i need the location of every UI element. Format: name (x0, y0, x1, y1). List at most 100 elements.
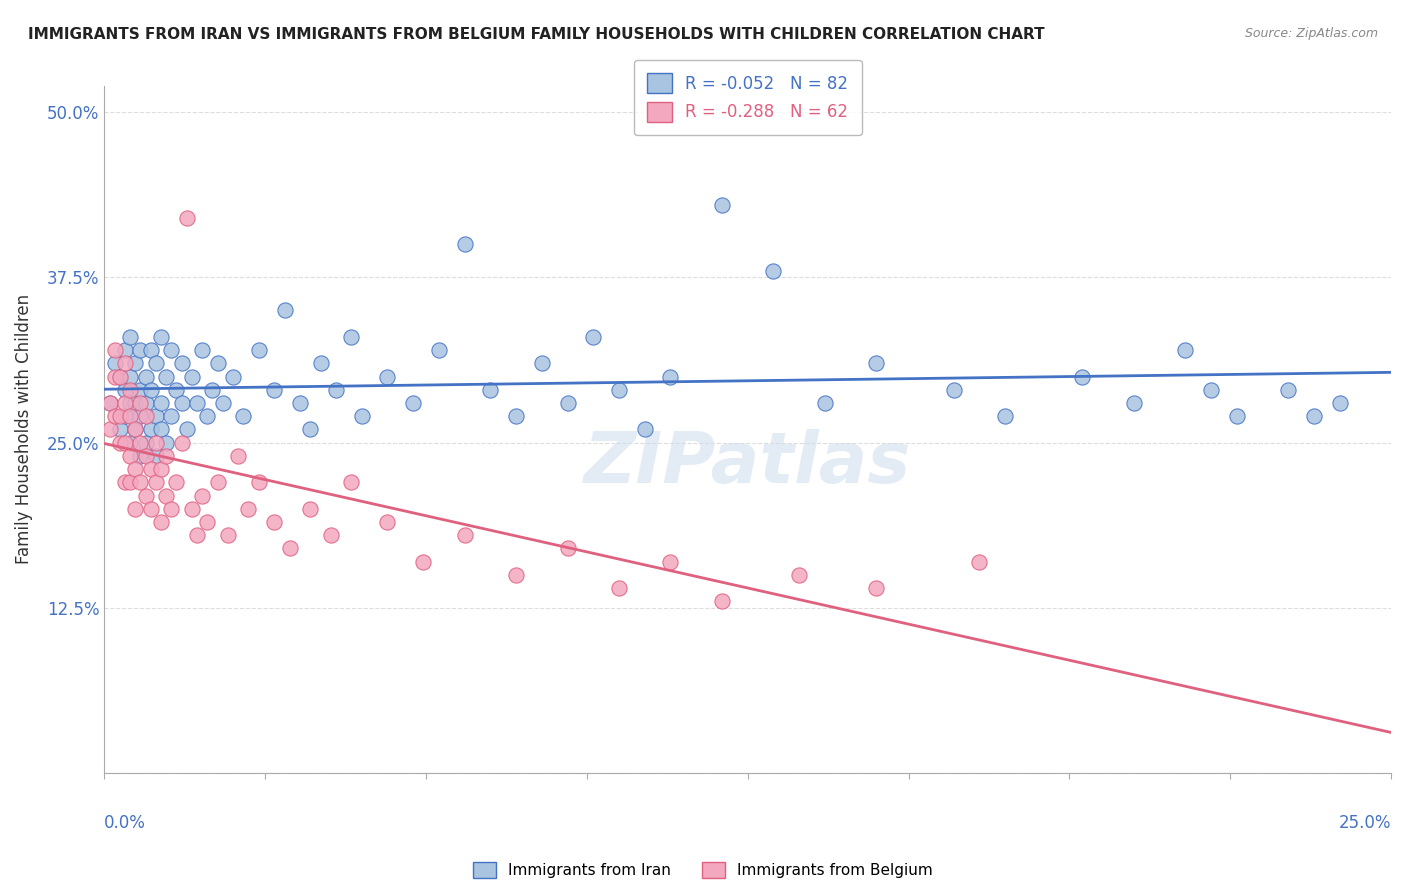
Point (191, 489, 214, 503)
Point (377, 515, 399, 529)
Point (129, 409, 152, 424)
Point (129, 343, 152, 357)
Point (207, 356, 229, 370)
Point (165, 383, 187, 397)
Point (120, 383, 142, 397)
Point (659, 369, 682, 384)
Point (762, 264, 785, 278)
Point (135, 409, 157, 424)
Point (124, 396, 146, 410)
Point (135, 449, 157, 463)
Point (1122, 396, 1144, 410)
Point (170, 435, 193, 450)
Point (98, 422, 121, 436)
Point (557, 541, 579, 556)
Legend: R = -0.052   N = 82, R = -0.288   N = 62: R = -0.052 N = 82, R = -0.288 N = 62 (634, 60, 862, 136)
Point (969, 555, 991, 569)
Point (176, 211, 198, 225)
Point (1226, 409, 1249, 424)
Point (994, 409, 1017, 424)
Point (263, 383, 285, 397)
Point (114, 356, 136, 370)
Point (170, 356, 193, 370)
Point (247, 343, 270, 357)
Point (582, 330, 605, 344)
Point (120, 435, 142, 450)
Point (288, 396, 311, 410)
Text: 0.0%: 0.0% (104, 814, 146, 832)
Point (98, 396, 121, 410)
Point (149, 515, 172, 529)
Point (186, 396, 208, 410)
Point (124, 422, 146, 436)
Point (710, 197, 733, 211)
Point (165, 475, 187, 490)
Point (129, 449, 152, 463)
Point (149, 396, 172, 410)
Point (278, 541, 301, 556)
Point (505, 409, 527, 424)
Point (104, 343, 127, 357)
Point (135, 489, 157, 503)
Point (160, 343, 183, 357)
Point (1199, 383, 1222, 397)
Point (104, 409, 127, 424)
Point (787, 567, 810, 582)
Point (124, 462, 146, 476)
Point (139, 501, 162, 516)
Point (247, 475, 270, 490)
Point (145, 449, 167, 463)
Point (191, 343, 214, 357)
Point (402, 396, 425, 410)
Y-axis label: Family Households with Children: Family Households with Children (15, 294, 32, 565)
Point (226, 449, 249, 463)
Point (139, 462, 162, 476)
Point (108, 369, 131, 384)
Point (120, 475, 142, 490)
Point (108, 369, 131, 384)
Point (135, 369, 157, 384)
Point (1329, 396, 1351, 410)
Point (120, 369, 142, 384)
Point (114, 383, 136, 397)
Point (377, 369, 399, 384)
Point (129, 435, 152, 450)
Point (238, 501, 260, 516)
Point (155, 449, 177, 463)
Point (195, 515, 218, 529)
Text: IMMIGRANTS FROM IRAN VS IMMIGRANTS FROM BELGIUM FAMILY HOUSEHOLDS WITH CHILDREN : IMMIGRANTS FROM IRAN VS IMMIGRANTS FROM … (28, 27, 1045, 42)
Point (155, 435, 177, 450)
Point (427, 343, 450, 357)
Point (607, 581, 630, 595)
Point (145, 356, 167, 370)
Point (453, 528, 475, 542)
Point (145, 409, 167, 424)
Point (129, 383, 152, 397)
Point (120, 396, 142, 410)
Point (139, 383, 162, 397)
Point (1277, 383, 1299, 397)
Point (340, 330, 363, 344)
Point (814, 396, 837, 410)
Point (160, 501, 183, 516)
Point (350, 409, 373, 424)
Point (135, 396, 157, 410)
Point (865, 356, 887, 370)
Point (309, 356, 332, 370)
Point (108, 409, 131, 424)
Point (211, 396, 233, 410)
Point (120, 409, 142, 424)
Point (186, 528, 208, 542)
Point (201, 383, 224, 397)
Point (149, 330, 172, 344)
Point (124, 501, 146, 516)
Point (299, 422, 322, 436)
Point (129, 396, 152, 410)
Point (217, 528, 239, 542)
Point (124, 422, 146, 436)
Point (155, 489, 177, 503)
Point (104, 369, 127, 384)
Point (160, 409, 183, 424)
Point (273, 303, 295, 318)
Point (139, 422, 162, 436)
